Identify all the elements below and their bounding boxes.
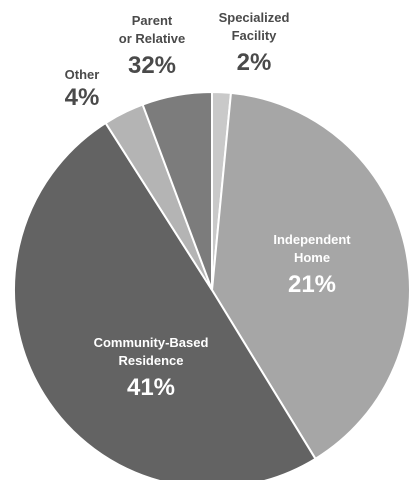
slice-name-line: or Relative (119, 31, 185, 46)
slice-value-label: 4% (65, 84, 100, 111)
labels-layer: Independent Home 21% Community-Based Residen… (65, 10, 352, 401)
slice-value-label: 41% (127, 374, 175, 401)
slice-label-community-based-residence: Community-Based Residence 41% (94, 335, 209, 401)
slices-layer (12, 90, 411, 480)
slice-value-label: 21% (288, 271, 336, 298)
slice-name-line: Residence (118, 353, 183, 368)
slice-name-line: Parent (132, 13, 173, 28)
pie-slice-community-based-residence (12, 121, 317, 480)
slice-label-independent-home: Independent Home 21% (273, 232, 351, 298)
slice-name-line: Community-Based (94, 335, 209, 350)
slice-name-line: Independent (273, 232, 351, 247)
slice-name-line: Home (294, 250, 330, 265)
pie-slice-independent-home (210, 91, 411, 461)
slice-value-label: 2% (237, 49, 272, 76)
slice-label-other: Other 4% (65, 67, 100, 111)
slice-value-label: 32% (128, 52, 176, 79)
slice-label-parent-or-relative: Parent or Relative 32% (119, 13, 185, 79)
slice-name-line: Other (65, 67, 100, 82)
pie-slice-parent-or-relative (141, 90, 213, 291)
slice-name-line: Facility (232, 28, 278, 43)
slice-name-line: Specialized (219, 10, 290, 25)
slice-label-specialized-facility: Specialized Facility 2% (219, 10, 290, 76)
